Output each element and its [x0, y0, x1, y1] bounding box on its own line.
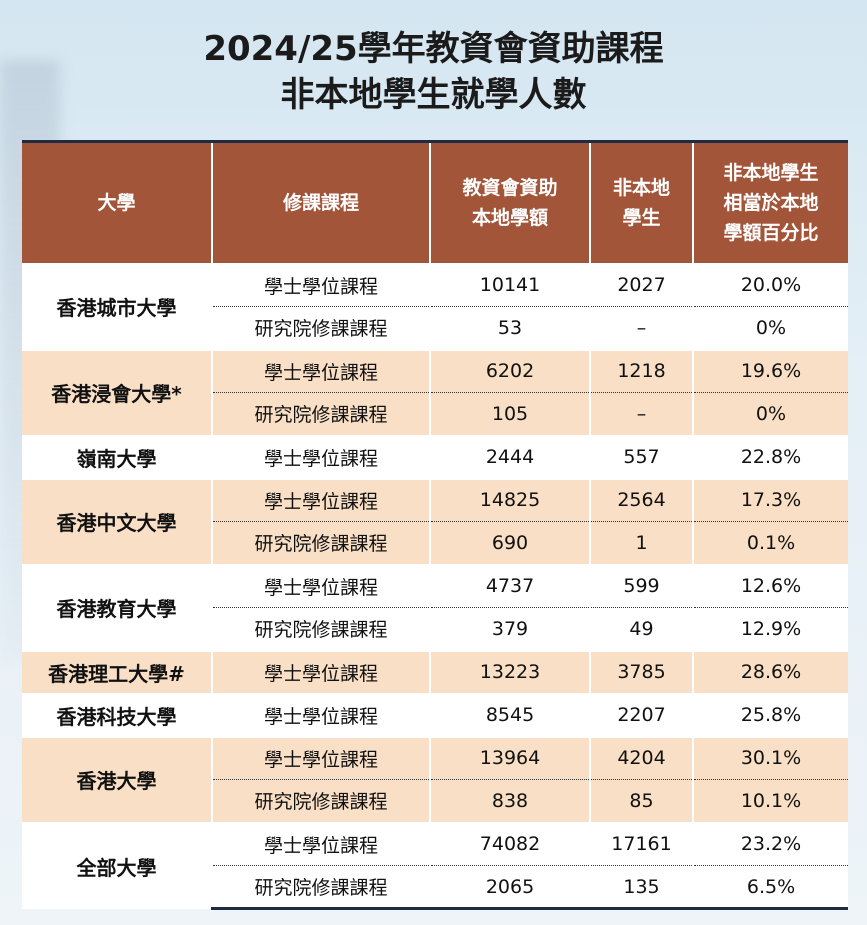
percentage-cell: 19.6%	[692, 348, 848, 393]
percentage-cell: 0.1%	[692, 521, 848, 565]
places-cell: 53	[429, 306, 590, 350]
header-university: 大學	[22, 141, 212, 264]
nonlocal-cell: –	[589, 392, 693, 436]
programme-cell: 學士學位課程	[211, 649, 430, 694]
percentage-cell: 17.3%	[692, 477, 848, 522]
table-row: 香港浸會大學* 學士學位課程 6202 1218 19.6%	[22, 348, 848, 436]
places-cell: 13223	[429, 649, 590, 694]
table-row: 香港城市大學 學士學位課程 10141 2027 20.0%	[22, 262, 848, 350]
nonlocal-cell: 135	[589, 865, 693, 910]
university-name: 香港中文大學	[22, 477, 212, 565]
header-nonlocal: 非本地 學生	[589, 141, 693, 264]
university-name: 香港大學	[22, 735, 212, 823]
places-cell: 14825	[429, 477, 590, 522]
table-row: 研究院修課課程 690 1 0.1%	[22, 521, 848, 565]
percentage-cell: 12.6%	[692, 563, 848, 608]
places-cell: 8545	[429, 692, 590, 737]
percentage-cell: 30.1%	[692, 735, 848, 780]
places-cell: 6202	[429, 348, 590, 393]
places-cell: 2444	[429, 434, 590, 479]
nonlocal-cell: 2027	[589, 262, 693, 307]
nonlocal-cell: 2207	[589, 692, 693, 737]
nonlocal-cell: 599	[589, 563, 693, 608]
places-cell: 690	[429, 521, 590, 565]
nonlocal-cell: 557	[589, 434, 693, 479]
table-row: 香港中文大學 學士學位課程 14825 2564 17.3%	[22, 477, 848, 565]
nonlocal-cell: 3785	[589, 649, 693, 694]
programme-cell: 研究院修課課程	[211, 607, 430, 651]
places-cell: 4737	[429, 563, 590, 608]
table-header: 大學 修課課程 教資會資助 本地學額 非本地 學生 非本地學生 相當於本地 學額百分比	[22, 141, 848, 264]
university-name: 嶺南大學	[22, 434, 212, 479]
programme-cell: 學士學位課程	[211, 735, 430, 780]
percentage-cell: 10.1%	[692, 779, 848, 823]
table-row: 香港大學 學士學位課程 13964 4204 30.1%	[22, 735, 848, 823]
table-row: 嶺南大學 學士學位課程 2444 557 22.8%	[22, 434, 848, 479]
programme-cell: 學士學位課程	[211, 563, 430, 608]
programme-cell: 研究院修課課程	[211, 306, 430, 350]
table-row: 香港教育大學 學士學位課程 4737 599 12.6%	[22, 563, 848, 651]
nonlocal-cell: 4204	[589, 735, 693, 780]
university-name: 香港理工大學#	[22, 649, 212, 694]
page-title: 2024/25學年教資會資助課程 非本地學生就學人數	[0, 26, 867, 118]
table-row: 研究院修課課程 105 – 0%	[22, 392, 848, 436]
university-name: 香港教育大學	[22, 563, 212, 651]
nonlocal-cell: 17161	[589, 821, 693, 866]
places-cell: 105	[429, 392, 590, 436]
places-cell: 838	[429, 779, 590, 823]
title-line-1: 2024/25學年教資會資助課程	[203, 29, 664, 69]
places-cell: 13964	[429, 735, 590, 780]
places-cell: 74082	[429, 821, 590, 866]
programme-cell: 學士學位課程	[211, 262, 430, 307]
places-cell: 10141	[429, 262, 590, 307]
programme-cell: 研究院修課課程	[211, 392, 430, 436]
programme-cell: 研究院修課課程	[211, 521, 430, 565]
programme-cell: 學士學位課程	[211, 692, 430, 737]
enrolment-table: 大學 修課課程 教資會資助 本地學額 非本地 學生 非本地學生 相當於本地 學額百分比 …	[22, 140, 848, 910]
programme-cell: 研究院修課課程	[211, 865, 430, 910]
nonlocal-cell: 85	[589, 779, 693, 823]
percentage-cell: 20.0%	[692, 262, 848, 307]
programme-cell: 研究院修課課程	[211, 779, 430, 823]
programme-cell: 學士學位課程	[211, 821, 430, 866]
percentage-cell: 25.8%	[692, 692, 848, 737]
nonlocal-cell: 1	[589, 521, 693, 565]
places-cell: 379	[429, 607, 590, 651]
places-cell: 2065	[429, 865, 590, 910]
header-programme: 修課課程	[211, 141, 430, 264]
percentage-cell: 22.8%	[692, 434, 848, 479]
percentage-cell: 0%	[692, 306, 848, 350]
table-row: 研究院修課課程 838 85 10.1%	[22, 779, 848, 823]
nonlocal-cell: 1218	[589, 348, 693, 393]
nonlocal-cell: –	[589, 306, 693, 350]
percentage-cell: 12.9%	[692, 607, 848, 651]
percentage-cell: 0%	[692, 392, 848, 436]
programme-cell: 學士學位課程	[211, 348, 430, 393]
header-places: 教資會資助 本地學額	[429, 141, 590, 264]
header-percentage: 非本地學生 相當於本地 學額百分比	[692, 141, 848, 264]
percentage-cell: 28.6%	[692, 649, 848, 694]
table-row: 全部大學 學士學位課程 74082 17161 23.2%	[22, 821, 848, 909]
programme-cell: 學士學位課程	[211, 477, 430, 522]
table-row: 研究院修課課程 379 49 12.9%	[22, 607, 848, 651]
table-row: 研究院修課課程 53 – 0%	[22, 306, 848, 350]
university-name: 香港浸會大學*	[22, 348, 212, 436]
university-name: 香港城市大學	[22, 262, 212, 350]
percentage-cell: 6.5%	[692, 865, 848, 910]
nonlocal-cell: 2564	[589, 477, 693, 522]
nonlocal-cell: 49	[589, 607, 693, 651]
table-row: 研究院修課課程 2065 135 6.5%	[22, 865, 848, 910]
table-row: 香港科技大學 學士學位課程 8545 2207 25.8%	[22, 692, 848, 737]
university-name: 全部大學	[22, 821, 212, 909]
table-row: 香港理工大學# 學士學位課程 13223 3785 28.6%	[22, 649, 848, 694]
university-name: 香港科技大學	[22, 692, 212, 737]
programme-cell: 學士學位課程	[211, 434, 430, 479]
percentage-cell: 23.2%	[692, 821, 848, 866]
title-line-2: 非本地學生就學人數	[280, 75, 587, 115]
